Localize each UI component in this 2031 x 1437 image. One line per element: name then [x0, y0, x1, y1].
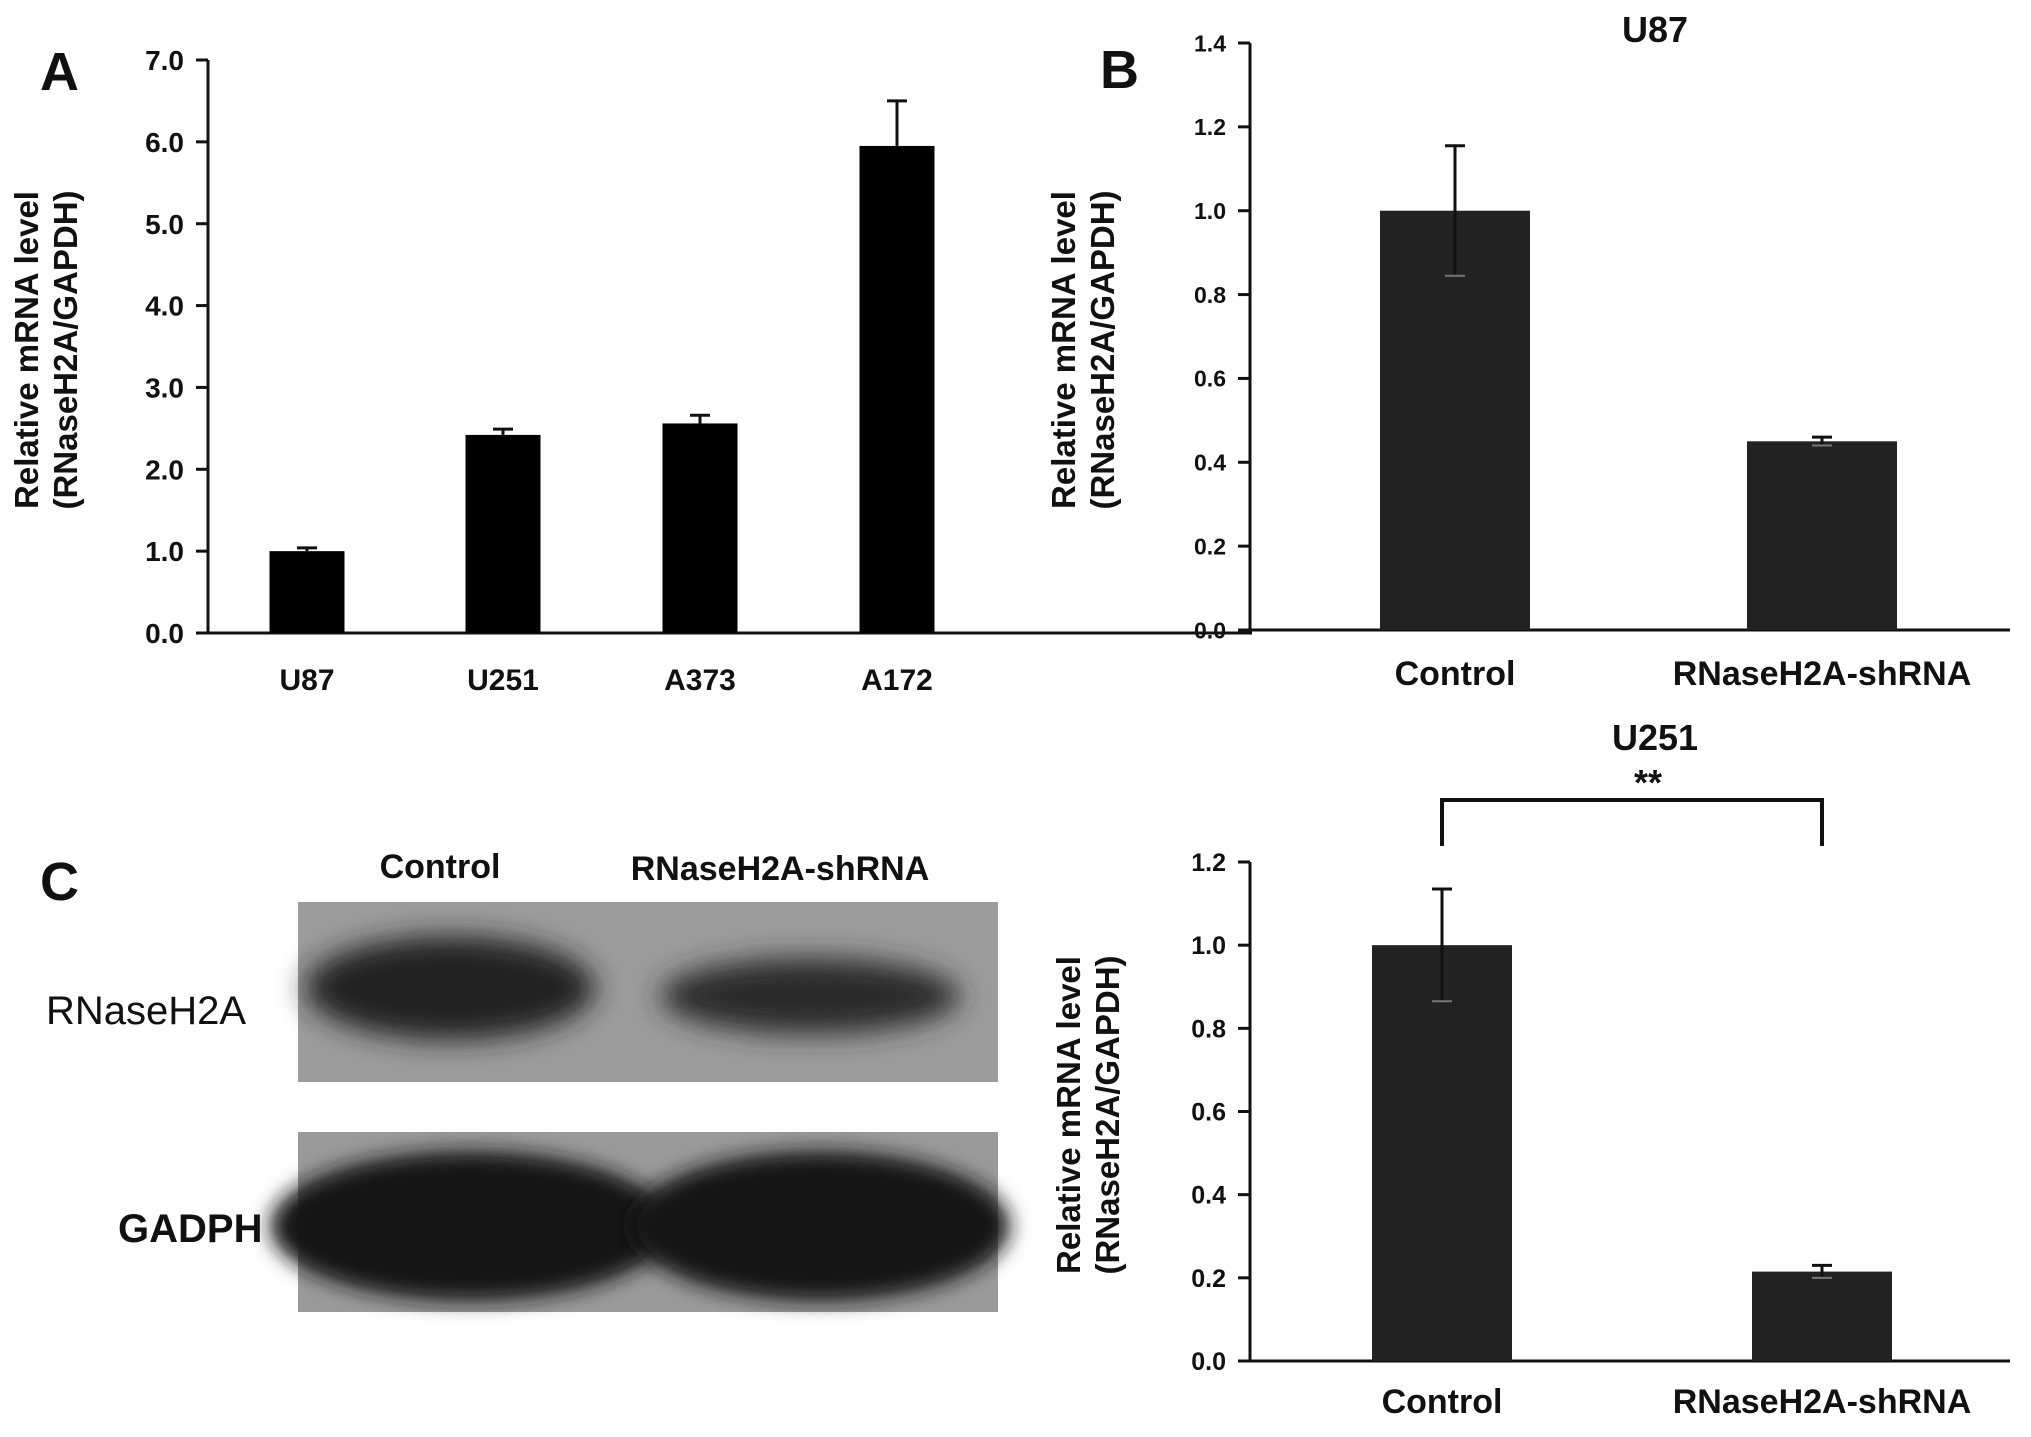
- y-tick-label: 6.0: [145, 127, 184, 158]
- bar: [1372, 945, 1512, 1361]
- chart-title: U251: [1612, 717, 1698, 758]
- chart-title: U87: [1622, 9, 1688, 50]
- y-tick-label: 0.4: [1194, 450, 1226, 476]
- bar: [1747, 441, 1897, 630]
- y-axis-label: (RNaseH2A/GAPDH): [47, 190, 84, 509]
- y-tick-label: 0.4: [1191, 1182, 1226, 1210]
- bar: [1380, 210, 1530, 630]
- blot-band-gadph-shrna: [630, 1151, 1010, 1301]
- y-axis-label: Relative mRNA level: [8, 191, 45, 509]
- y-tick-label: 0.0: [1194, 617, 1226, 643]
- blot-lane-label-shrna: RNaseH2A-shRNA: [631, 850, 930, 888]
- significance-label: **: [1634, 762, 1662, 803]
- x-tick-label: U251: [467, 664, 539, 697]
- y-tick-label: 1.4: [1194, 30, 1226, 56]
- x-tick-label: U87: [279, 664, 334, 697]
- y-tick-label: 0.8: [1194, 282, 1226, 308]
- y-tick-label: 4.0: [145, 291, 184, 322]
- y-tick-label: 1.0: [1194, 198, 1226, 224]
- y-tick-label: 7.0: [145, 45, 184, 76]
- y-tick-label: 1.0: [1191, 932, 1226, 960]
- y-tick-label: 0.6: [1194, 366, 1226, 392]
- y-tick-label: 2.0: [145, 454, 184, 485]
- x-tick-label: A172: [861, 664, 933, 697]
- western-blot: Control RNaseH2A-shRNA RNaseH2A GADPH: [46, 848, 1010, 1312]
- y-tick-label: 0.6: [1191, 1099, 1226, 1127]
- y-tick-label: 1.0: [145, 536, 184, 567]
- x-tick-label: A373: [664, 664, 736, 697]
- x-tick-label: RNaseH2A-shRNA: [1673, 655, 1972, 693]
- blot-lane-label-control: Control: [380, 848, 501, 886]
- y-tick-label: 0.2: [1191, 1265, 1226, 1293]
- chart-b-u87: 0.0 0.2 0.4 0.6 0.8 1.0 1.2 1.4 Control RNaseH2A-…: [1045, 9, 2010, 693]
- y-axis-label: (RNaseH2A/GAPDH): [1089, 955, 1126, 1274]
- bar: [662, 423, 738, 633]
- y-axis-label: (RNaseH2A/GAPDH): [1084, 190, 1121, 509]
- bar: [1752, 1271, 1892, 1361]
- y-tick-label: 0.2: [1194, 533, 1226, 559]
- y-tick-label: 3.0: [145, 373, 184, 404]
- blot-row-label-gadph: GADPH: [118, 1207, 262, 1251]
- y-axis-label: Relative mRNA level: [1045, 191, 1082, 509]
- blot-band-gadph-control: [270, 1151, 670, 1301]
- bar: [465, 434, 541, 633]
- x-tick-label: Control: [1382, 1383, 1503, 1421]
- y-tick-label: 1.2: [1194, 114, 1226, 140]
- panel-letter-c: C: [40, 852, 79, 912]
- blot-row-label-rnaseh2a: RNaseH2A: [46, 989, 246, 1033]
- y-tick-label: 0.8: [1191, 1015, 1226, 1043]
- panel-letter-a: A: [40, 42, 79, 102]
- chart-b-u251: 0.0 0.2 0.4 0.6 0.8 1.0 1.2 Control RNaseH2A-shR…: [1050, 717, 2010, 1421]
- y-tick-label: 1.2: [1191, 849, 1226, 877]
- x-tick-label: Control: [1395, 655, 1516, 693]
- y-axis-label: Relative mRNA level: [1050, 956, 1087, 1274]
- y-tick-label: 0.0: [1191, 1348, 1226, 1376]
- blot-band-rnaseh2a-shrna: [660, 958, 960, 1034]
- significance-bracket: [1440, 798, 1824, 846]
- y-tick-label: 0.0: [145, 618, 184, 649]
- bar: [859, 145, 935, 633]
- y-tick-label: 5.0: [145, 209, 184, 240]
- chart-a: 0.0 1.0 2.0 3.0 4.0 5.0 6.0 7.0 U87 U251 A373 A172 R…: [8, 45, 1252, 697]
- bar: [269, 551, 345, 633]
- x-tick-label: RNaseH2A-shRNA: [1673, 1383, 1972, 1421]
- panel-letter-b: B: [1100, 40, 1139, 100]
- blot-band-rnaseh2a-control: [305, 936, 595, 1040]
